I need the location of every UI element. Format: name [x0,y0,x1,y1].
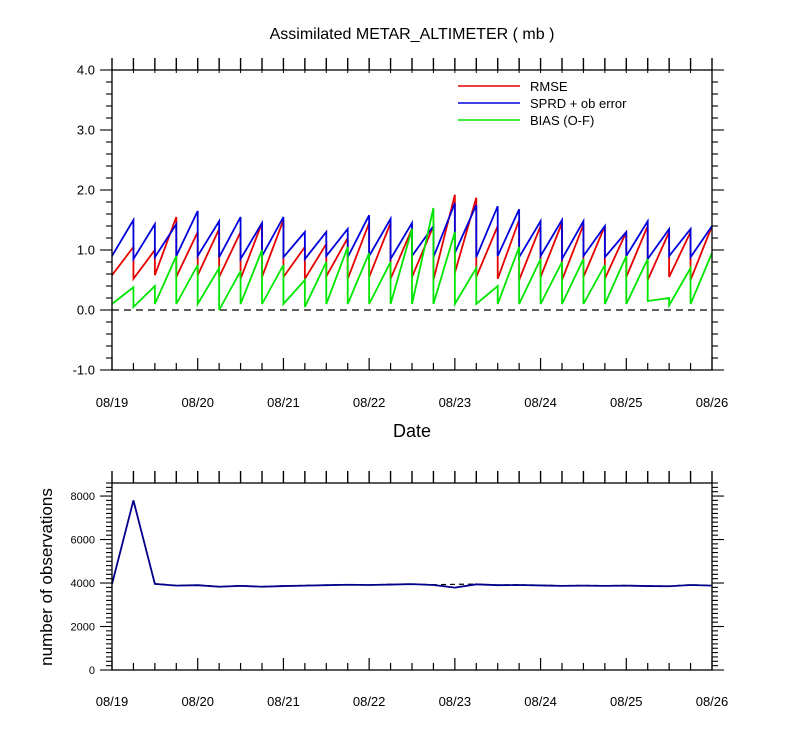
legend-label-bias: BIAS (O-F) [530,113,594,128]
y-axis-label-observations: number of observations [37,488,56,666]
x-tick-label: 08/20 [181,694,214,709]
legend: RMSE SPRD + ob error BIAS (O-F) [458,79,627,128]
bottom-y-tick-labels: 0 2000 4000 6000 8000 [71,491,95,677]
x-tick-label: 08/20 [181,395,214,410]
y-tick-label: 2000 [71,622,95,634]
top-axes-ticks [100,58,724,371]
x-tick-label: 08/22 [353,395,386,410]
y-tick-label: 4000 [71,578,95,590]
legend-label-spread: SPRD + ob error [530,96,627,111]
bottom-plot-frame [111,482,713,671]
top-plot-series [111,194,713,311]
bottom-plot-series [111,500,713,589]
bottom-axes-ticks [100,471,724,671]
x-tick-label: 08/25 [610,694,643,709]
top-x-tick-labels: 08/19 08/20 08/21 08/22 08/23 08/24 08/25 08/26 [96,395,729,410]
bottom-x-tick-labels: 08/19 08/20 08/21 08/22 08/23 08/24 08/25 08/26 [96,694,729,709]
x-tick-label: 08/24 [524,395,557,410]
y-tick-label: 2.0 [77,183,95,198]
x-tick-label: 08/26 [696,694,729,709]
top-y-tick-labels: -1.0 0.0 1.0 2.0 3.0 4.0 [73,63,95,378]
x-tick-label: 08/19 [96,395,129,410]
series-line-possible-observations [111,500,713,588]
series-line-assimilated-observations [111,500,713,589]
x-tick-label: 08/25 [610,395,643,410]
legend-label-rmse: RMSE [530,79,568,94]
y-tick-label: -1.0 [73,363,95,378]
y-tick-label: 4.0 [77,63,95,78]
y-tick-label: 8000 [71,491,95,503]
top-plot-frame [111,69,713,371]
x-tick-label: 08/22 [353,694,386,709]
x-tick-label: 08/23 [439,694,472,709]
x-tick-label: 08/24 [524,694,557,709]
x-tick-label: 08/23 [439,395,472,410]
x-tick-label: 08/21 [267,395,300,410]
y-tick-label: 0.0 [77,303,95,318]
x-axis-label: Date [393,421,431,441]
x-tick-label: 08/21 [267,694,300,709]
x-tick-label: 08/19 [96,694,129,709]
y-tick-label: 0 [89,665,95,677]
x-tick-label: 08/26 [696,395,729,410]
y-tick-label: 3.0 [77,123,95,138]
series-line-bias [111,207,713,311]
y-tick-label: 6000 [71,535,95,547]
chart-title: Assimilated METAR_ALTIMETER ( mb ) [270,26,555,43]
y-tick-label: 1.0 [77,243,95,258]
